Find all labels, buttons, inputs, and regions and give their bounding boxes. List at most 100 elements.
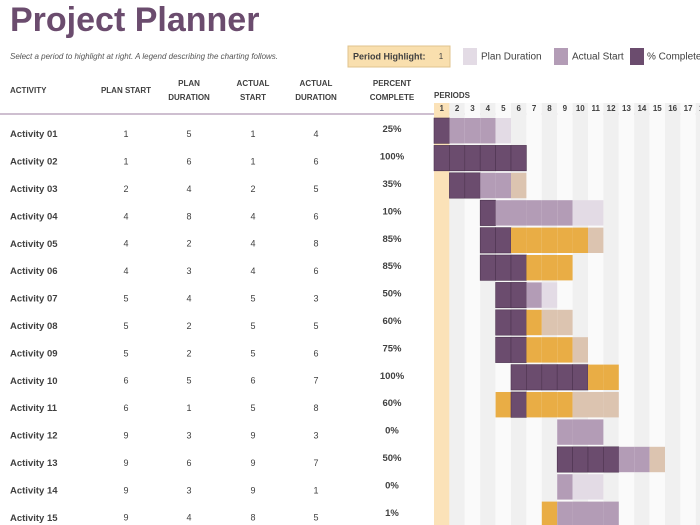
gantt-cell (510, 391, 527, 418)
highlight-value[interactable]: 1 (439, 52, 444, 61)
gantt-cell (572, 337, 588, 363)
cell: 6 (313, 211, 318, 221)
gantt-cell (479, 199, 496, 226)
period-number: 9 (563, 104, 568, 113)
period-number: 3 (470, 104, 475, 113)
period-column (634, 103, 650, 525)
cell: 85% (382, 234, 402, 245)
activity-name: Activity 14 (10, 485, 58, 496)
periods-label: PERIODS (434, 91, 471, 100)
gantt-cell (510, 364, 527, 391)
cell: 4 (123, 266, 128, 276)
cell: 4 (186, 184, 191, 194)
gantt-cell (572, 419, 588, 445)
cell: 5 (186, 376, 191, 386)
column-header: PLAN (178, 79, 200, 88)
cell: 4 (250, 266, 255, 276)
gantt-cell (526, 337, 542, 363)
legend-label: Plan Duration (481, 52, 542, 63)
cell: 85% (382, 261, 402, 272)
gantt-cell (588, 364, 604, 390)
gantt-cell (572, 446, 589, 473)
cell: 75% (382, 343, 402, 354)
period-number: 16 (668, 104, 677, 113)
gantt-cell (495, 336, 512, 363)
gantt-cell (556, 364, 573, 391)
cell: 5 (250, 403, 255, 413)
highlight-column (434, 103, 450, 525)
period-number: 7 (532, 104, 537, 113)
cell: 4 (123, 211, 128, 221)
cell: 5 (123, 293, 128, 303)
gantt-cell (510, 309, 527, 336)
gantt-cell (433, 117, 450, 144)
cell: 9 (123, 513, 128, 523)
title: Project Planner (10, 1, 259, 39)
activity-name: Activity 10 (10, 376, 58, 387)
gantt-cell (572, 392, 588, 418)
legend-swatch (463, 48, 477, 65)
period-column (449, 103, 465, 525)
cell: 7 (313, 376, 318, 386)
cell: 5 (186, 129, 191, 139)
cell: 3 (186, 430, 191, 440)
activity-name: Activity 07 (10, 294, 58, 305)
period-number: 2 (455, 104, 460, 113)
cell: 9 (250, 430, 255, 440)
gantt-cell (603, 364, 619, 390)
gantt-cell (526, 255, 542, 281)
gantt-cell (479, 145, 496, 172)
legend-label: Actual Start (572, 52, 624, 63)
highlight-box[interactable] (347, 45, 451, 68)
gantt-cell (588, 392, 604, 418)
gantt-cell (526, 392, 542, 418)
gantt-cell (511, 227, 527, 253)
cell: 1 (313, 485, 318, 495)
cell: 5 (123, 348, 128, 358)
activity-name: Activity 11 (10, 403, 58, 414)
gantt-cell (495, 227, 512, 254)
period-number: 10 (576, 104, 585, 113)
cell: 35% (382, 179, 402, 190)
cell: 7 (313, 458, 318, 468)
gantt-cell (572, 501, 588, 525)
gantt-cell (588, 419, 604, 445)
cell: 0% (385, 480, 399, 491)
cell: 5 (250, 348, 255, 358)
gantt-cell (526, 309, 542, 336)
cell: 8 (250, 513, 255, 523)
period-number: 4 (486, 104, 491, 113)
cell: 2 (186, 239, 191, 249)
cell: 3 (313, 293, 318, 303)
cell: 5 (123, 321, 128, 331)
gantt-cell (511, 172, 527, 199)
gantt-cell (557, 392, 573, 418)
gantt-cell (557, 200, 573, 226)
gantt-cell (572, 200, 588, 226)
gantt-cell (526, 364, 543, 391)
cell: 2 (186, 321, 191, 331)
period-number: 1 (439, 104, 444, 113)
cell: 9 (250, 485, 255, 495)
cell: 5 (250, 321, 255, 331)
cell: 3 (186, 266, 191, 276)
period-column (464, 103, 481, 525)
gantt-cell (618, 446, 635, 473)
activity-name: Activity 09 (10, 348, 58, 359)
cell: 3 (313, 430, 318, 440)
column-header: PLAN START (101, 86, 151, 95)
period-column (695, 103, 700, 525)
activity-name: Activity 12 (10, 431, 58, 442)
gantt-cell (464, 118, 481, 144)
subtitle: Select a period to highlight at right. A… (10, 52, 278, 61)
cell: 6 (313, 156, 318, 166)
activity-name: Activity 02 (10, 157, 58, 168)
cell: 4 (186, 513, 191, 523)
cell: 4 (123, 239, 128, 249)
period-number: 13 (622, 104, 631, 113)
cell: 5 (313, 321, 318, 331)
cell: 60% (382, 316, 402, 327)
period-number: 11 (591, 104, 600, 113)
gantt-cell (495, 172, 511, 199)
